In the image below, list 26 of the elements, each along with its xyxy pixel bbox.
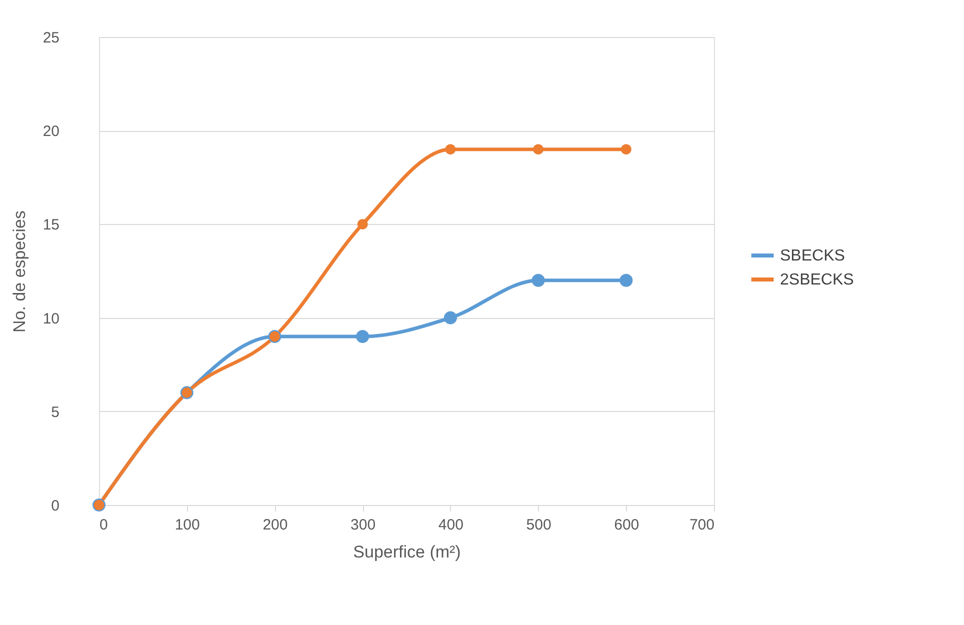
- y-tick-label: 5: [51, 404, 60, 421]
- y-axis-title: No. de especies: [10, 210, 29, 332]
- point: [620, 274, 633, 287]
- x-tick-label: 500: [526, 516, 552, 534]
- y-tick-label: 0: [51, 498, 60, 514]
- point: [356, 330, 370, 344]
- x-tick-label: 700: [689, 516, 714, 534]
- point: [620, 144, 632, 155]
- point: [532, 274, 545, 287]
- y-tick-label: 15: [42, 216, 60, 234]
- y-tick-label: 20: [42, 123, 60, 140]
- x-tick-label: 400: [438, 516, 464, 534]
- x-tick-label: 600: [614, 516, 640, 534]
- y-tick-label: 10: [42, 310, 60, 328]
- x-tick-label: 0: [100, 516, 108, 534]
- x-axis-title: Superfice (m²): [353, 542, 461, 562]
- legend-label: SBECKS: [780, 248, 845, 264]
- point: [357, 218, 368, 230]
- point: [533, 144, 544, 155]
- point: [444, 311, 457, 324]
- y-tick-label: 25: [42, 30, 60, 46]
- x-tick-label: 200: [262, 516, 288, 534]
- point: [445, 144, 456, 155]
- x-tick-label: 300: [350, 516, 376, 534]
- x-tick-label: 100: [174, 516, 200, 534]
- legend-label: 2SBECKS: [780, 272, 854, 288]
